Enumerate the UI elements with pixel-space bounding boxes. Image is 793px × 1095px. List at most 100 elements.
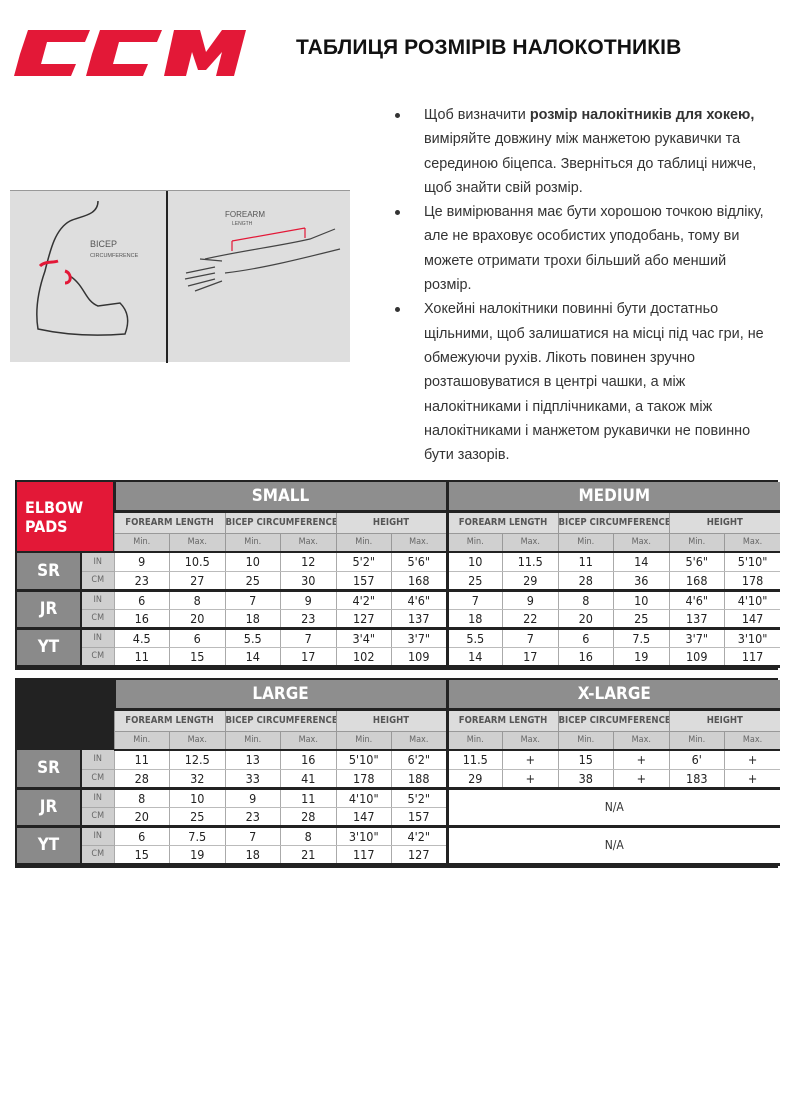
size-value: 4'10" — [335, 788, 392, 808]
measurement-header-row: FOREARM LENGTH BICEP CIRCUMFERENCE HEIGHT F… — [17, 709, 781, 732]
data-row: CM 11 15 14 17 102 109 14 17 16 19 109 117 — [17, 647, 781, 668]
size-value: 9 — [502, 590, 559, 610]
ccm-logo — [14, 30, 246, 76]
size-value: 127 — [391, 845, 448, 866]
page-title: ТАБЛИЦЯ РОЗМІРІВ НАЛОКОТНИКІВ — [296, 36, 682, 59]
size-value: 23 — [224, 807, 281, 828]
max-label: Max. — [280, 533, 336, 553]
size-value: 147 — [335, 807, 392, 828]
measurement-heading: FOREARM LENGTH — [445, 511, 559, 534]
minmax-row: Min. Max. Min. Max. Min. Max. Min. Max. Min. Max.… — [17, 731, 781, 751]
size-value: 19 — [613, 647, 670, 668]
size-value: 16 — [280, 750, 336, 770]
size-value: 30 — [280, 571, 336, 592]
size-value: + — [724, 750, 781, 770]
size-value: 7 — [445, 590, 503, 610]
size-value: 14 — [613, 552, 670, 572]
unit-label: CM — [81, 845, 114, 866]
size-value: 13 — [224, 750, 281, 770]
size-value: 28 — [557, 571, 614, 592]
size-value: 21 — [280, 845, 336, 866]
size-value: 5.5 — [445, 628, 503, 648]
size-value: + — [502, 769, 559, 790]
max-label: Max. — [613, 533, 670, 553]
size-value: 5'2" — [335, 552, 392, 572]
size-value: 7 — [502, 628, 559, 648]
unit-label: CM — [81, 571, 114, 592]
data-row: YT IN 6 7.5 7 8 3'10" 4'2" N/A — [17, 826, 781, 866]
size-value: 25 — [445, 571, 503, 592]
svg-text:LENGTH: LENGTH — [232, 221, 253, 227]
size-value: 14 — [445, 647, 503, 668]
not-available-cell: N/A — [445, 826, 781, 866]
measurement-heading: BICEP CIRCUMFERENCE — [557, 511, 670, 534]
minmax-row: Min. Max. Min. Max. Min. Max. Min. Max. Min. Max.… — [17, 533, 781, 553]
size-value: 7.5 — [613, 628, 670, 648]
size-value: 6 — [557, 628, 614, 648]
size-value: 15 — [113, 845, 170, 866]
size-value: 11 — [113, 750, 170, 770]
size-value: 20 — [169, 609, 225, 630]
size-value: 36 — [613, 571, 670, 592]
not-available-cell: N/A — [445, 788, 781, 828]
data-row: SR IN 11 12.5 13 16 5'10" 6'2" 11.5 +15 +6' + — [17, 750, 781, 790]
size-value: 109 — [391, 647, 448, 668]
data-row: SR IN 9 10.5 10 12 5'2" 5'6" 10 11.5 11 14 5'6" 5'10" — [17, 552, 781, 592]
size-value: 15 — [557, 750, 614, 770]
size-value: 22 — [502, 609, 559, 630]
category-label: YT — [17, 826, 82, 866]
size-value: 109 — [668, 647, 725, 668]
unit-label: IN — [81, 788, 114, 808]
unit-label: CM — [81, 769, 114, 790]
min-label: Min. — [557, 731, 614, 751]
data-row: CM 15 19 18 21 117 127 — [17, 845, 780, 866]
measurement-heading: BICEP CIRCUMFERENCE — [224, 511, 336, 534]
size-value: 9 — [224, 788, 281, 808]
size-value: 5'10" — [724, 552, 781, 572]
size-value: 7 — [224, 826, 281, 846]
size-value: 18 — [445, 609, 503, 630]
size-value: 188 — [391, 769, 448, 790]
measurement-heading: FOREARM LENGTH — [445, 709, 559, 732]
size-value: 4'2" — [335, 590, 392, 610]
unit-label: IN — [81, 590, 114, 610]
size-value: 10 — [224, 552, 281, 572]
size-value: 5'6" — [668, 552, 725, 572]
size-value: 25 — [169, 807, 225, 828]
size-value: 11 — [557, 552, 614, 572]
size-value: 18 — [224, 845, 281, 866]
size-value: 3'4" — [335, 628, 392, 648]
size-value: 12.5 — [169, 750, 225, 770]
size-header-row: ELBOW PADS SMALL MEDIUM — [17, 482, 781, 553]
size-value: 29 — [502, 571, 559, 592]
size-value: 11.5 — [502, 552, 559, 572]
max-label: Max. — [280, 731, 336, 751]
size-value: 14 — [224, 647, 281, 668]
size-value: 5.5 — [224, 628, 281, 648]
size-value: 41 — [280, 769, 336, 790]
measurement-heading: BICEP CIRCUMFERENCE — [557, 709, 670, 732]
size-value: 3'7" — [668, 628, 725, 648]
measurement-heading: HEIGHT — [668, 709, 781, 732]
measurement-illustration: BICEP CIRCUMFERENCE FOREARM LENGTH — [10, 190, 350, 363]
size-value: 8 — [169, 590, 225, 610]
data-row: CM 23 27 25 30 157 168 25 29 28 36 168 178 — [17, 571, 781, 592]
size-value: 157 — [391, 807, 448, 828]
measurement-heading: BICEP CIRCUMFERENCE — [224, 709, 336, 732]
size-value: 11.5 — [445, 750, 503, 770]
size-table-bottom: LARGE X-LARGE FOREARM LENGTH BICEP CIRCUMFE… — [15, 678, 781, 868]
min-label: Min. — [224, 533, 281, 553]
data-row: CM 28 32 33 41 178 188 29 +38 +183 + — [17, 769, 781, 790]
size-value: 137 — [391, 609, 448, 630]
size-value: 178 — [335, 769, 392, 790]
data-row: CM 20 25 23 28 147 157 — [17, 807, 780, 828]
data-row: YT IN 4.5 6 5.5 7 3'4" 3'7" 5.5 7 6 7.5 3'7" 3'10" — [17, 628, 781, 668]
size-heading: LARGE — [112, 680, 448, 711]
min-label: Min. — [335, 731, 392, 751]
size-value: 4'10" — [724, 590, 781, 610]
size-value: 6 — [113, 590, 170, 610]
size-value: 117 — [335, 845, 392, 866]
size-value: 38 — [557, 769, 614, 790]
min-label: Min. — [557, 533, 614, 553]
instruction-item: Це вимірювання має бути хорошою точкою в… — [392, 200, 777, 297]
